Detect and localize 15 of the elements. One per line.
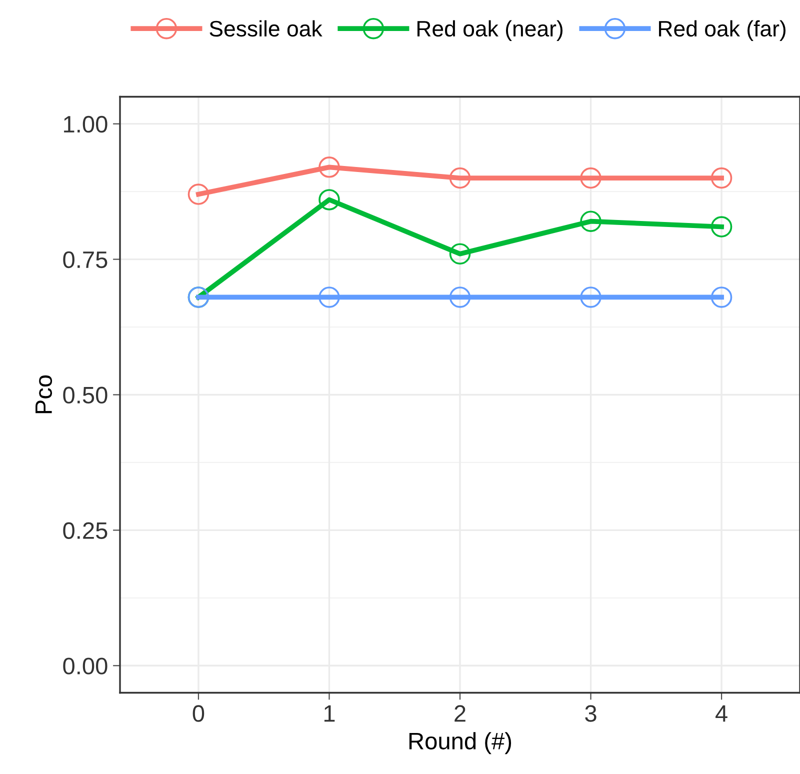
y-tick-label: 0.50 xyxy=(63,386,108,404)
y-tick-label: 0.00 xyxy=(63,658,108,674)
y-tick-label: 0.25 xyxy=(63,522,108,539)
x-tick-label: 0 xyxy=(192,705,204,722)
legend-label: Sessile oak xyxy=(210,20,322,37)
y-axis-title: Pco xyxy=(36,375,52,414)
x-tick-label: 1 xyxy=(324,705,335,722)
x-tick-label: 3 xyxy=(585,705,596,722)
x-tick-label: 4 xyxy=(716,705,728,722)
x-tick-label: 2 xyxy=(454,705,466,722)
x-axis-title: Round (#) xyxy=(409,732,512,754)
legend-label: Red oak (far) xyxy=(659,20,786,41)
y-tick-label: 0.75 xyxy=(63,251,108,268)
legend-label: Red oak (near) xyxy=(417,20,562,41)
y-tick-label: 1.00 xyxy=(64,116,108,133)
